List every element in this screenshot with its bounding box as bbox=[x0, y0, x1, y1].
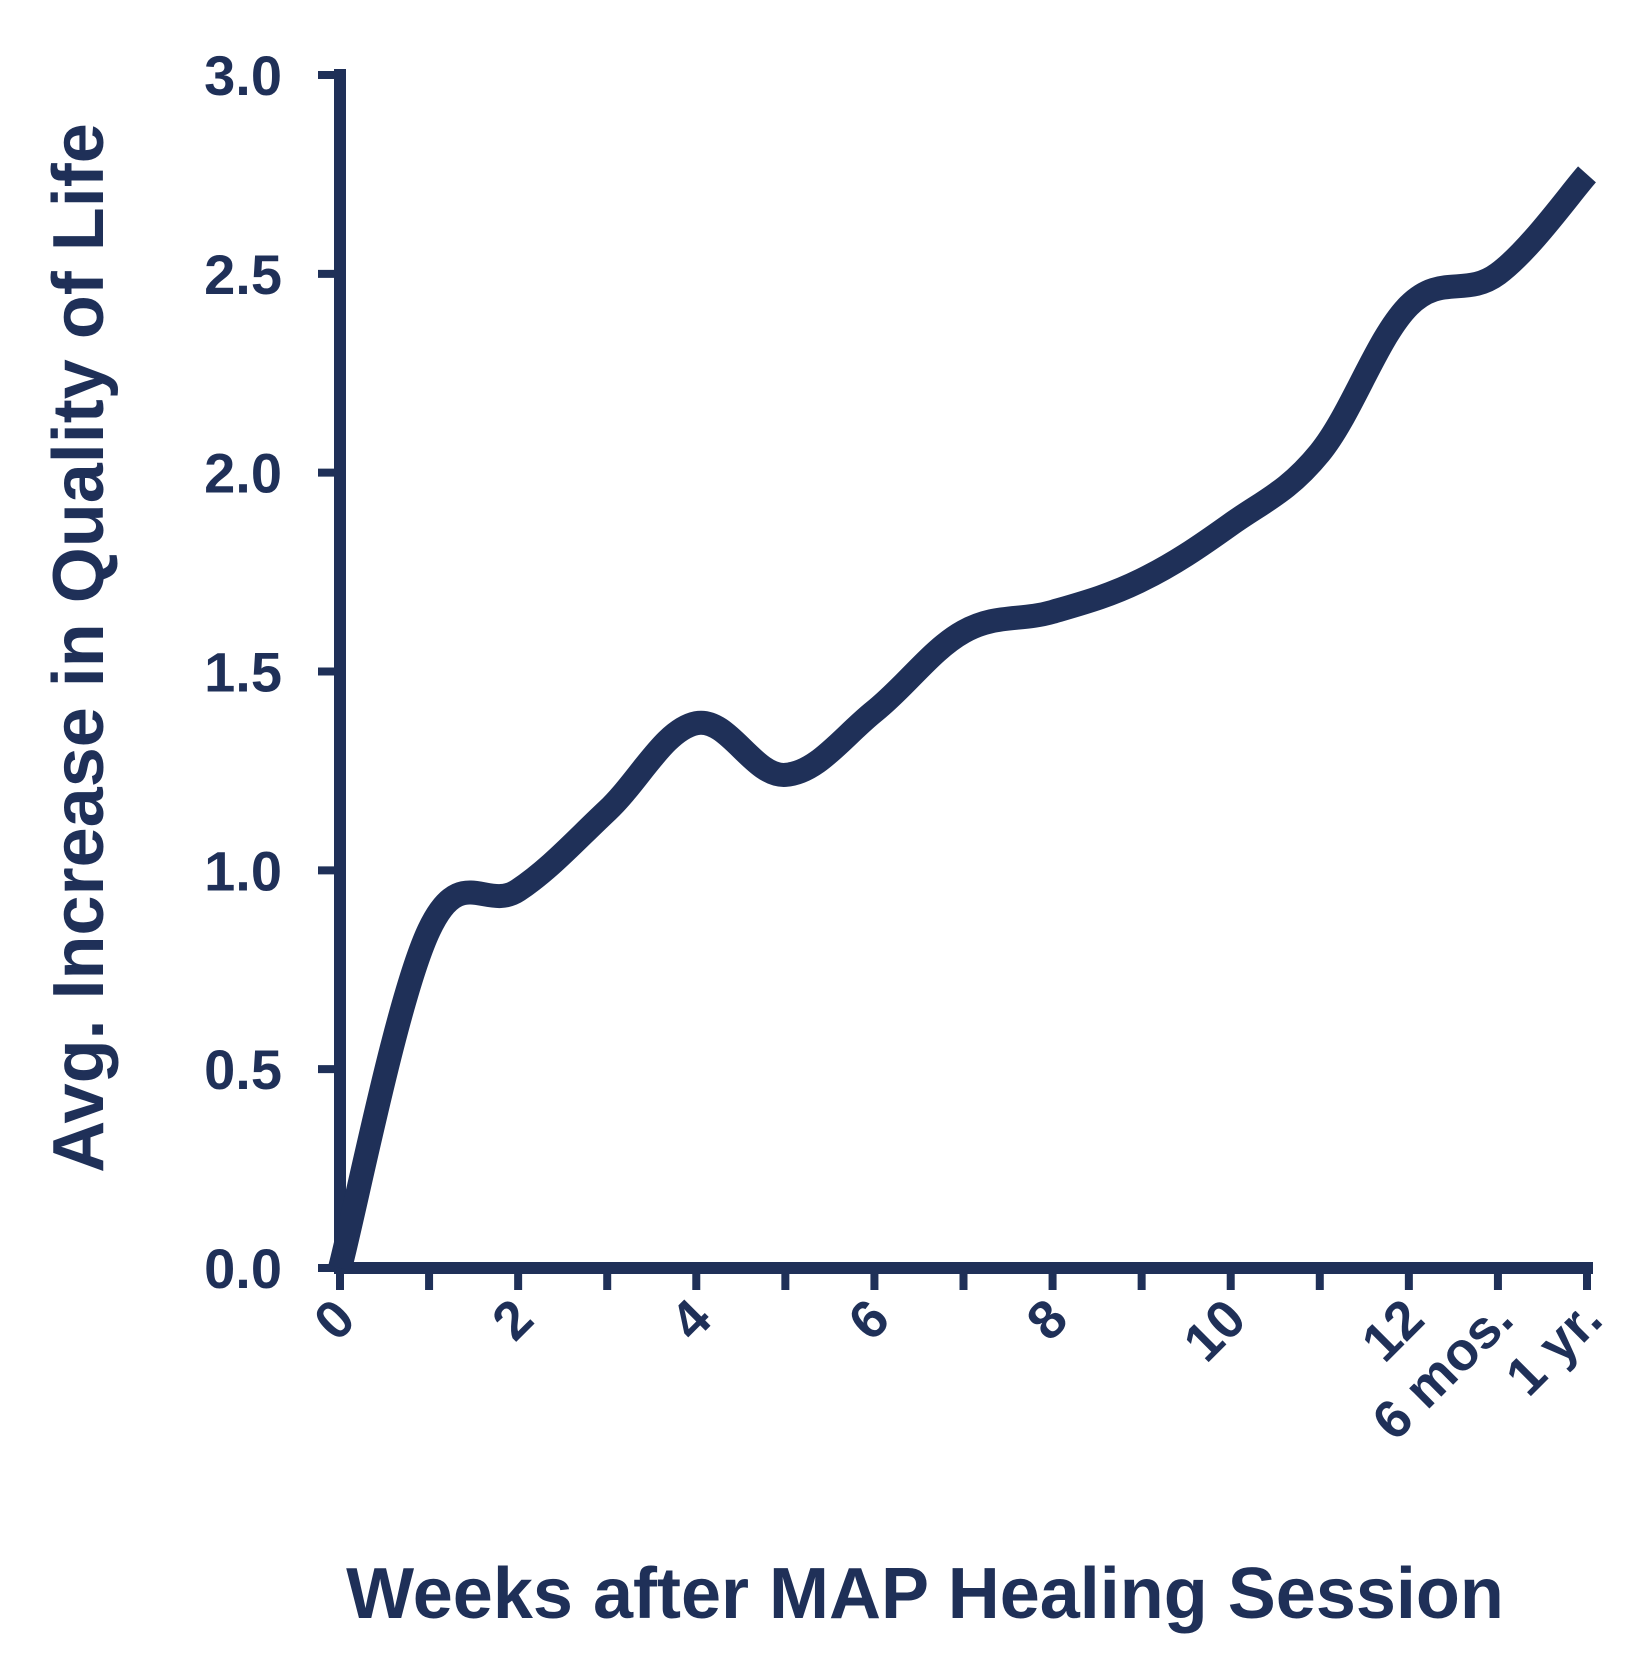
y-axis-ticks bbox=[318, 71, 340, 1272]
y-tick-label: 1.5 bbox=[204, 641, 282, 704]
x-tick-label: 2 bbox=[481, 1288, 545, 1352]
y-tick-label: 3.0 bbox=[204, 44, 282, 107]
x-tick-labels: 0 2 4 6 8 10 126 mos.1 yr. bbox=[303, 1288, 1614, 1451]
y-tick-label: 1.0 bbox=[204, 839, 282, 902]
y-tick-label: 0.5 bbox=[204, 1038, 282, 1101]
x-tick-label: 10 bbox=[1172, 1288, 1257, 1373]
x-axis-title: Weeks after MAP Healing Session bbox=[346, 1554, 1504, 1634]
x-tick-label: 8 bbox=[1015, 1288, 1079, 1352]
series-line bbox=[328, 166, 1597, 1272]
x-tick-label: 6 bbox=[837, 1288, 901, 1352]
y-tick-label: 2.5 bbox=[204, 243, 282, 306]
y-tick-label: 2.0 bbox=[204, 442, 282, 505]
x-tick-label: 1 yr. bbox=[1495, 1288, 1614, 1407]
x-tick-label: 0 bbox=[303, 1288, 367, 1352]
y-tick-labels: 0.0 0.5 1.0 1.5 2.0 2.5 3.0 bbox=[204, 44, 282, 1300]
y-axis-title: Avg. Increase in Quality of Life bbox=[39, 123, 119, 1173]
x-tick-label: 4 bbox=[659, 1288, 723, 1352]
y-tick-label: 0.0 bbox=[204, 1237, 282, 1300]
